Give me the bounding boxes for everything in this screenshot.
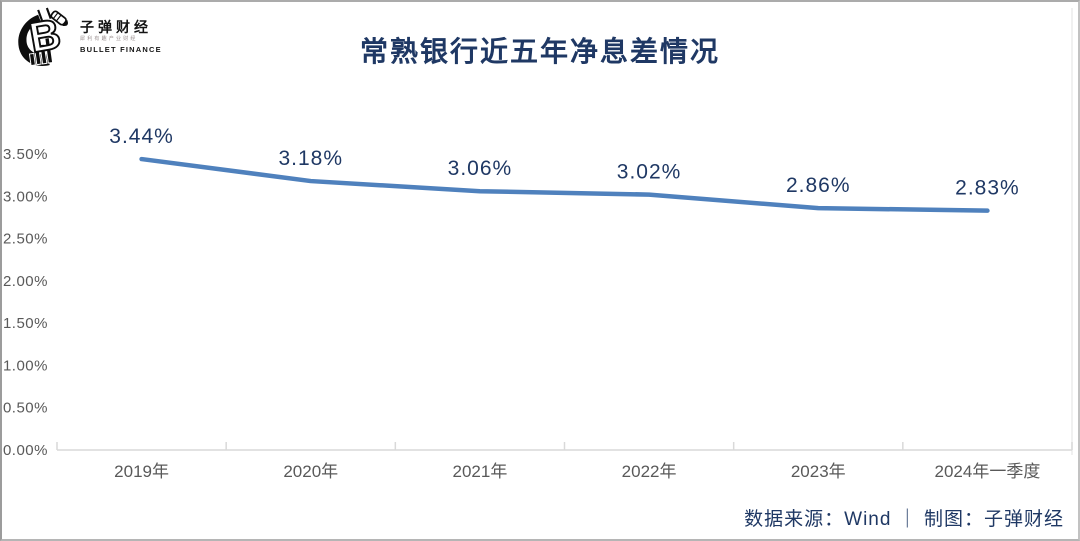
data-point-label: 3.06% xyxy=(448,157,513,180)
data-point-label: 3.02% xyxy=(617,161,682,184)
logo-name: 子弹财经 xyxy=(80,19,152,35)
x-axis-tick-label: 2020年 xyxy=(283,462,338,481)
y-axis-tick-label: 2.50% xyxy=(3,231,48,248)
data-point-label: 3.44% xyxy=(109,125,174,148)
data-point-label: 2.83% xyxy=(955,177,1020,200)
page-title: 常熟银行近五年净息差情况 xyxy=(359,36,720,67)
nim-trend-line xyxy=(139,156,990,213)
bullet-finance-logo-icon: B xyxy=(18,7,68,67)
x-axis-tick-label: 2021年 xyxy=(453,462,508,481)
y-axis-tick-label: 1.50% xyxy=(3,315,48,332)
logo-tagline: 犀利有趣产业财经 xyxy=(80,36,138,42)
y-axis-tick-label: 2.00% xyxy=(3,273,48,290)
data-point-label: 2.86% xyxy=(786,174,851,197)
y-axis-tick-label: 3.00% xyxy=(3,188,48,205)
x-axis-tick-label: 2024年一季度 xyxy=(935,462,1041,481)
y-axis-tick-label: 3.50% xyxy=(3,146,48,163)
y-axis-tick-label: 0.00% xyxy=(3,442,48,459)
x-axis-tick-label: 2022年 xyxy=(622,462,677,481)
y-axis-tick-label: 1.00% xyxy=(3,357,48,374)
source-credit: 数据来源：Wind ｜ 制图：子弹财经 xyxy=(744,509,1064,530)
x-axis-tick-label: 2019年 xyxy=(114,462,169,481)
logo-subname: BULLET FINANCE xyxy=(80,45,162,54)
x-axis-tick-label: 2023年 xyxy=(791,462,846,481)
svg-text:B: B xyxy=(26,10,65,63)
data-point-label: 3.18% xyxy=(278,147,343,170)
y-axis-tick-label: 0.50% xyxy=(3,400,48,417)
bullet-finance-logo: B 子弹财经 犀利有趣产业财经 BULLET FINANCE xyxy=(14,6,162,68)
